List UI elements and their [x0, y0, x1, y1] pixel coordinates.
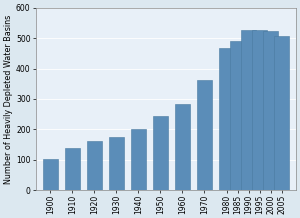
Bar	[153, 116, 168, 190]
Bar	[230, 41, 245, 190]
Bar	[43, 159, 58, 190]
Bar	[109, 137, 124, 190]
Bar	[274, 36, 289, 190]
Bar	[131, 129, 146, 190]
Bar	[87, 141, 102, 190]
Bar	[242, 31, 256, 190]
Bar	[197, 80, 212, 190]
Bar	[219, 48, 234, 190]
Bar	[252, 30, 267, 190]
Bar	[175, 104, 190, 190]
Bar	[65, 148, 80, 190]
Y-axis label: Number of Heavily Depleted Water Basins: Number of Heavily Depleted Water Basins	[4, 14, 13, 184]
Bar	[263, 31, 278, 190]
